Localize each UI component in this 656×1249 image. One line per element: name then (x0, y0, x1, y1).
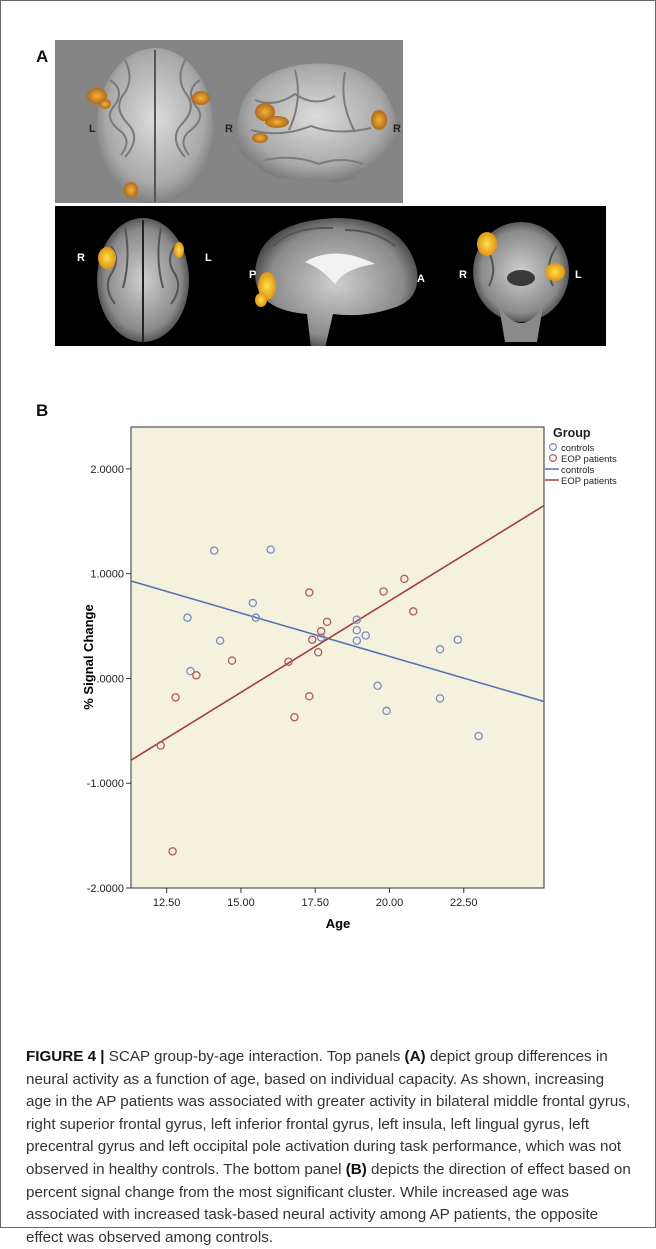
y-tick-label: -2.0000 (87, 883, 124, 895)
caption-ref-a: (A) (404, 1048, 426, 1065)
point-controls (266, 545, 275, 554)
point-eop-patients (400, 574, 409, 584)
point-controls (382, 706, 391, 716)
sagittal-3d-right-label: R (393, 123, 401, 135)
point-eop-patients (307, 635, 317, 644)
point-eop-patients (192, 671, 201, 680)
panel-a-label: A (36, 47, 49, 66)
x-tick-label: 15.00 (227, 897, 255, 909)
point-eop-patients (409, 607, 418, 616)
x-tick-label: 17.50 (301, 897, 329, 909)
caption-text-2: depict group differences in neural activ… (26, 1048, 631, 1178)
panel-b-label: B (36, 401, 49, 420)
fit-line-controls (130, 580, 545, 703)
axial-3d-left-label: L (89, 123, 96, 135)
y-tick-label: -1.0000 (87, 778, 124, 790)
point-controls (209, 546, 219, 555)
brain-render-panel: L R R (55, 40, 403, 203)
point-eop-patients (305, 692, 314, 701)
point-controls (248, 598, 258, 608)
coronal-slice: R L (459, 222, 582, 342)
point-controls (316, 633, 326, 642)
point-controls (251, 613, 261, 622)
sagittal-3d-brain: R (236, 63, 401, 183)
sagittal-slice-p-label: P (249, 269, 256, 281)
caption-text-1: SCAP group-by-age interaction. Top panel… (104, 1048, 405, 1065)
x-tick-label: 20.00 (376, 897, 404, 909)
legend-marker (548, 443, 557, 452)
point-eop-patients (316, 627, 326, 636)
legend-label: EOP patients (561, 476, 617, 487)
axial-3d-brain: L R (87, 48, 233, 203)
point-controls (474, 731, 483, 741)
sagittal-slice: P A (249, 218, 425, 346)
point-eop-patients (290, 712, 299, 722)
y-axis-label: % Signal Change (81, 604, 96, 709)
axial-slice-l-label: L (205, 252, 212, 264)
point-eop-patients (313, 648, 323, 657)
point-controls (352, 636, 362, 645)
brain-slices-panel: R L P A R L (55, 206, 606, 346)
x-tick-label: 22.50 (450, 897, 478, 909)
legend-title: Group (553, 426, 591, 440)
point-controls (361, 631, 370, 640)
point-eop-patients (168, 847, 177, 856)
point-eop-patients (322, 617, 332, 627)
legend-label: controls (561, 443, 595, 454)
point-eop-patients (284, 657, 293, 666)
coronal-slice-l-label: L (575, 269, 582, 281)
point-controls (215, 636, 225, 645)
axial-slice-r-label: R (77, 252, 85, 264)
coronal-slice-r-label: R (459, 269, 467, 281)
axial-slice: R L (77, 218, 212, 342)
sagittal-slice-a-label: A (417, 273, 425, 285)
point-controls (453, 635, 463, 644)
point-eop-patients (156, 741, 165, 750)
caption-ref-b: (B) (345, 1160, 367, 1178)
point-controls (183, 613, 192, 622)
caption-label: FIGURE 4 | (26, 1048, 105, 1065)
point-eop-patients (379, 587, 388, 596)
point-controls (435, 694, 445, 703)
point-controls (435, 644, 445, 654)
legend-label: controls (561, 465, 595, 476)
point-eop-patients (171, 693, 180, 702)
point-controls (352, 615, 362, 625)
point-controls (352, 626, 362, 635)
point-controls (186, 666, 195, 676)
point-controls (373, 681, 382, 691)
plot-area (130, 426, 545, 889)
legend-label: EOP patients (561, 454, 617, 465)
legend-marker (548, 454, 557, 463)
x-axis-label: Age (326, 916, 351, 931)
y-tick-label: .0000 (96, 673, 124, 685)
point-eop-patients (305, 588, 314, 597)
figure-caption: FIGURE 4 | SCAP group-by-age interaction… (26, 1046, 632, 1249)
x-tick-label: 12.50 (153, 897, 181, 909)
point-eop-patients (227, 656, 237, 665)
y-tick-label: 2.0000 (90, 464, 124, 476)
axial-3d-right-label: R (225, 123, 233, 135)
y-tick-label: 1.0000 (90, 569, 124, 581)
fit-line-eop-patients (130, 504, 545, 761)
